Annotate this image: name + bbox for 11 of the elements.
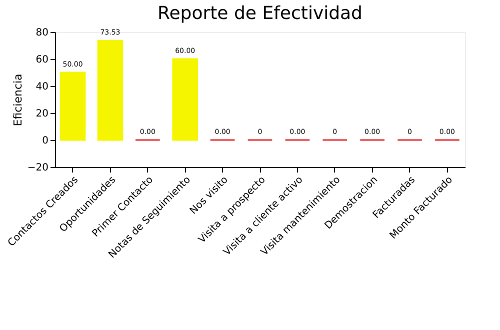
bar: [172, 58, 198, 141]
y-tick-label: 80: [36, 28, 48, 38]
chart-title: Reporte de Efectividad: [158, 3, 362, 24]
bar: [97, 40, 124, 141]
y-tick-label: 40: [36, 82, 48, 92]
y-tick-label: −20: [27, 162, 48, 174]
y-tick-label: 60: [36, 54, 48, 66]
y-tick-label: 0: [42, 136, 48, 146]
bar: [60, 72, 86, 141]
y-axis-title: Eficiencia: [11, 74, 24, 126]
y-tick-label: 20: [36, 108, 48, 120]
